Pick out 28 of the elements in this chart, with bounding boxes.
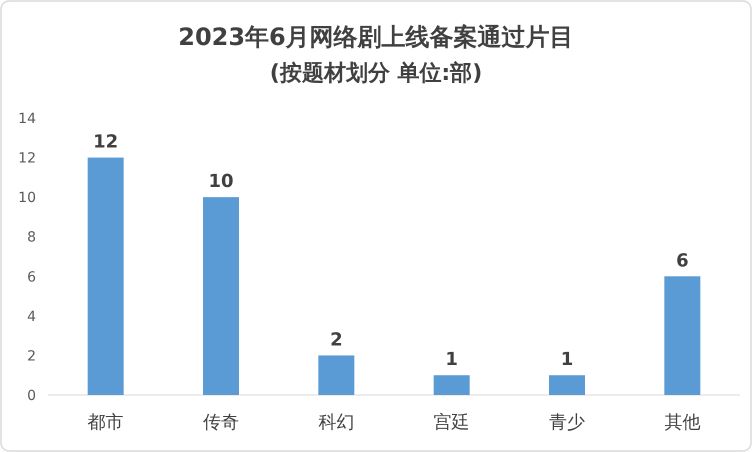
- bar: [434, 375, 470, 395]
- chart-subtitle: (按题材划分 单位:部): [270, 60, 482, 86]
- data-label: 1: [445, 349, 458, 370]
- y-tick-label: 0: [27, 388, 36, 404]
- data-label: 1: [560, 349, 574, 370]
- data-label: 12: [93, 132, 118, 153]
- bar: [88, 158, 124, 395]
- bar: [664, 276, 700, 395]
- bar: [318, 355, 354, 395]
- y-tick-label: 2: [27, 348, 36, 364]
- x-tick-label: 青少: [549, 412, 585, 433]
- y-tick-label: 12: [18, 150, 36, 167]
- bar: [203, 197, 239, 395]
- data-label: 6: [676, 250, 689, 272]
- y-tick-label: 10: [18, 190, 36, 206]
- y-tick-label: 4: [27, 308, 36, 325]
- bar: [549, 375, 585, 395]
- data-label: 10: [208, 171, 234, 192]
- x-tick-label: 科幻: [318, 412, 354, 433]
- y-tick-label: 6: [27, 269, 36, 286]
- x-tick-label: 都市: [88, 412, 124, 433]
- x-tick-label: 其他: [664, 412, 700, 433]
- x-tick-label: 传奇: [203, 412, 239, 433]
- data-label: 2: [330, 329, 343, 350]
- x-tick-label: 宫廷: [434, 412, 470, 433]
- chart-title: 2023年6月网络剧上线备案通过片目: [178, 23, 574, 51]
- y-tick-label: 8: [27, 230, 36, 246]
- y-tick-label: 14: [18, 111, 36, 127]
